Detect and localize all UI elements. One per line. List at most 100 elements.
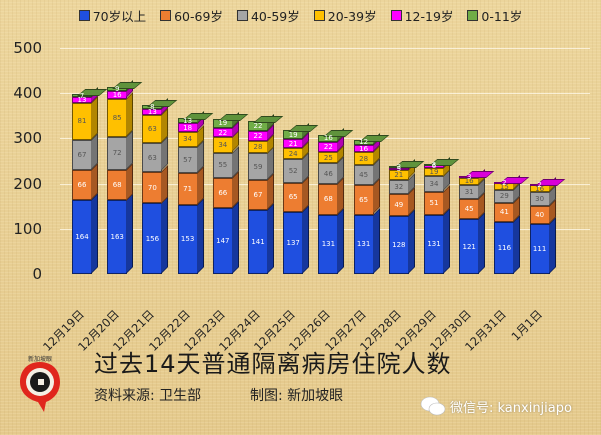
- stacked-bar: 163 68 72 85 16 9: [107, 30, 143, 274]
- bar-segment: 85: [107, 91, 134, 138]
- segment-value: 21: [288, 139, 298, 148]
- brand-logo: [18, 356, 62, 414]
- bar-segment: 34: [177, 124, 204, 147]
- bar-segment: 16: [459, 170, 486, 186]
- legend-item: 12-19岁: [390, 6, 454, 25]
- y-tick-label: 500: [13, 39, 42, 57]
- segment-value: 46: [323, 169, 333, 178]
- segment-value: 116: [497, 243, 512, 252]
- bar-segment: 52: [283, 152, 310, 183]
- bar-segment: 66: [212, 170, 239, 208]
- segment-value: 52: [288, 166, 298, 175]
- legend-item: 40-59岁: [236, 6, 300, 25]
- bar-segment: 31: [459, 177, 486, 199]
- segment-value: 28: [253, 142, 263, 151]
- bar-segment: 19: [212, 111, 239, 128]
- bar-segment: 67: [248, 172, 274, 211]
- bar-segment: 40: [529, 198, 556, 224]
- segment-value: 49: [394, 201, 404, 210]
- segment-value: 9: [114, 85, 120, 94]
- segment-value: 68: [112, 180, 122, 189]
- segment-value: 131: [321, 240, 336, 249]
- bar-segment: 70: [142, 164, 169, 204]
- segment-value: 111: [532, 244, 547, 253]
- legend-swatch: [160, 10, 172, 21]
- segment-value: 164: [75, 232, 89, 241]
- y-tick-label: 100: [13, 219, 42, 238]
- gridline: [60, 48, 590, 49]
- bar-segment: 153: [177, 197, 204, 274]
- segment-value: 7: [79, 91, 85, 100]
- bar-segment: 22: [248, 113, 274, 131]
- bar-segment: 111: [529, 216, 556, 274]
- segment-value: 3: [466, 173, 472, 182]
- segment-value: 163: [110, 233, 124, 242]
- legend-label: 40-59岁: [250, 9, 300, 24]
- bar-segment: 28: [248, 133, 274, 154]
- stacked-bar: 111 40 30 16 2: [529, 30, 565, 274]
- stacked-bar: 131 68 46 25 22 16: [318, 30, 354, 274]
- segment-value: 21: [394, 170, 404, 179]
- bar-segment: 16: [318, 127, 345, 142]
- segment-value: 19: [288, 130, 298, 139]
- segment-value: 25: [323, 153, 333, 162]
- segment-value: 41: [499, 208, 509, 217]
- segment-value: 34: [183, 135, 193, 144]
- segment-value: 137: [286, 239, 300, 248]
- segment-value: 8: [150, 103, 155, 112]
- segment-value: 71: [183, 184, 193, 193]
- bar-segment: 147: [212, 200, 239, 274]
- bar-segment: 28: [353, 145, 380, 166]
- segment-value: 70: [147, 183, 157, 192]
- bar-segment: 68: [318, 177, 345, 215]
- bar-segment: 46: [318, 156, 345, 185]
- x-axis: 12月19日 12月20日 12月21日 12月22日 12月23日 12月24日 12月2…: [40, 278, 600, 354]
- chart-title: 过去14天普通隔离病房住院人数: [94, 350, 452, 378]
- segment-value: 128: [392, 241, 406, 250]
- bar-segment: 13: [142, 102, 169, 116]
- bar-segment: 41: [494, 196, 521, 222]
- y-tick-label: 300: [13, 129, 42, 148]
- bar-segment: 24: [283, 141, 310, 160]
- stacked-bar: 147 66 55 34 22 19: [212, 30, 249, 274]
- bar-segment: 51: [424, 184, 450, 215]
- stacked-bar: 116 41 29 15 2: [494, 30, 530, 274]
- bar-segment: 59: [248, 146, 274, 180]
- data-source: 资料来源: 卫生部: [94, 388, 202, 404]
- bar-segment: 131: [353, 207, 380, 274]
- bar-segment: 8: [142, 98, 169, 112]
- segment-value: 55: [218, 161, 228, 170]
- legend-item: 20-39岁: [313, 6, 377, 25]
- segment-value: 34: [429, 180, 439, 189]
- bar-segment: 34: [424, 169, 450, 192]
- stacked-bar: 156 70 63 63 13 8: [142, 30, 178, 274]
- segment-value: 16: [464, 177, 474, 186]
- legend-swatch: [313, 10, 325, 21]
- bar-segment: 63: [142, 136, 169, 172]
- segment-value: 31: [464, 187, 474, 196]
- legend-label: 12-19岁: [404, 9, 454, 24]
- bar-segment: 67: [72, 132, 98, 171]
- segment-value: 72: [112, 149, 122, 158]
- segment-value: 28: [359, 154, 369, 163]
- bar-segment: 12: [353, 132, 380, 146]
- segment-value: 34: [218, 141, 228, 150]
- segment-value: 22: [323, 142, 333, 151]
- bar-segment: 19: [424, 160, 450, 177]
- segment-value: 45: [464, 205, 474, 214]
- segment-value: 45: [359, 171, 369, 180]
- legend-swatch: [467, 10, 479, 21]
- wechat-text: 微信号: kanxinjiapo: [450, 400, 572, 416]
- bar-segment: 9: [107, 80, 134, 94]
- segment-value: 32: [394, 182, 404, 191]
- chart-legend: 70岁以上 60-69岁 40-59岁 20-39岁 12-19岁 0-11岁: [0, 6, 601, 25]
- bar-segment: 6: [424, 158, 450, 170]
- bar-segment: 21: [388, 163, 415, 180]
- wechat-icon: [420, 396, 446, 416]
- segment-value: 22: [253, 131, 263, 140]
- legend-swatch: [390, 10, 402, 21]
- bar-segment: 128: [388, 209, 415, 274]
- legend-item: 60-69岁: [160, 6, 223, 25]
- segment-value: 51: [429, 199, 439, 208]
- legend-label: 0-11岁: [481, 9, 523, 24]
